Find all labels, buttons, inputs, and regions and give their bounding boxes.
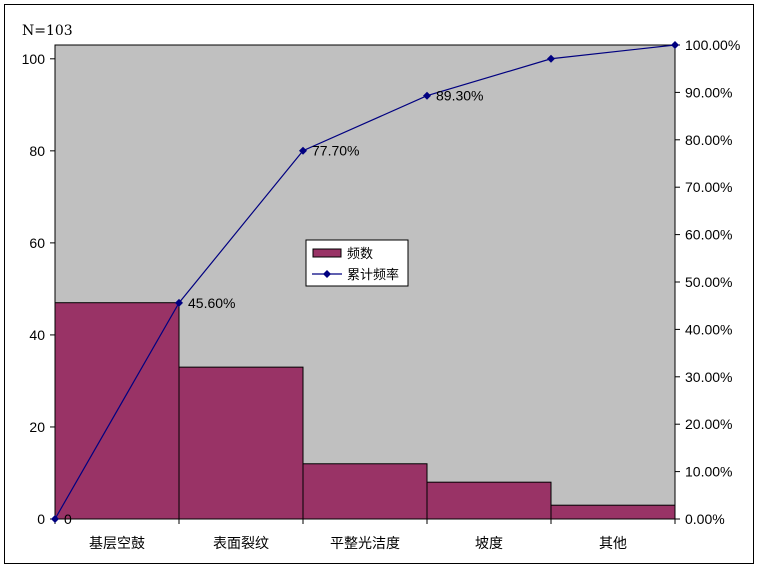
right-tick-label: 0.00%: [685, 511, 725, 527]
axes-group: 0 20 40 60 80 100 0.00% 10.00% 20.00% 30.00% 40.00…: [22, 37, 741, 552]
left-tick-label: 80: [29, 143, 45, 159]
left-tick-label: 60: [29, 235, 45, 251]
cumulative-point-3: [423, 91, 431, 100]
cumulative-frequency-line: [54, 44, 676, 520]
right-tick-label: 90.00%: [685, 84, 732, 100]
cumulative-data-label: 77.70%: [312, 143, 359, 159]
right-tick-label: 50.00%: [685, 274, 732, 290]
right-tick-label: 70.00%: [685, 179, 732, 195]
cumulative-data-label: 0: [64, 511, 72, 527]
legend-label-frequency: 频数: [347, 247, 373, 262]
cumulative-line-group: 0 45.60% 77.70% 89.30%: [51, 41, 679, 527]
category-label: 基层空鼓: [89, 535, 145, 552]
bar-4: [550, 504, 676, 520]
bar-2: [302, 463, 428, 520]
sample-size-label: N=103: [22, 23, 73, 39]
bar-1: [178, 366, 304, 520]
right-tick-label: 30.00%: [685, 369, 732, 385]
cumulative-data-label: 45.60%: [188, 295, 235, 311]
category-label: 平整光洁度: [330, 536, 400, 552]
bar-3: [426, 481, 552, 520]
legend-label-cumulative: 累计频率: [347, 267, 399, 283]
category-label: 表面裂纹: [213, 536, 269, 552]
left-tick-label: 0: [37, 511, 45, 527]
left-tick-label: 20: [29, 419, 45, 435]
legend-diamond-marker: [323, 270, 331, 278]
right-tick-label: 80.00%: [685, 132, 732, 148]
right-tick-label: 60.00%: [685, 227, 732, 243]
legend: 频数 累计频率: [305, 239, 409, 287]
cumulative-point-0: [51, 515, 59, 523]
cumulative-point-4: [547, 54, 555, 63]
right-tick-label: 100.00%: [685, 37, 740, 53]
right-tick-label: 40.00%: [685, 321, 732, 337]
left-tick-label: 40: [29, 327, 45, 343]
cumulative-point-2: [299, 146, 307, 155]
cumulative-point-1: [175, 298, 183, 307]
cumulative-data-label: 89.30%: [436, 88, 483, 104]
category-label: 其他: [599, 536, 627, 552]
legend-box: [305, 239, 409, 287]
cumulative-point-5: [671, 41, 679, 49]
legend-bar-swatch: [312, 248, 342, 258]
category-label: 坡度: [475, 536, 503, 552]
right-tick-label: 20.00%: [685, 416, 732, 432]
right-tick-label: 10.00%: [685, 464, 732, 480]
left-tick-label: 100: [22, 51, 46, 67]
